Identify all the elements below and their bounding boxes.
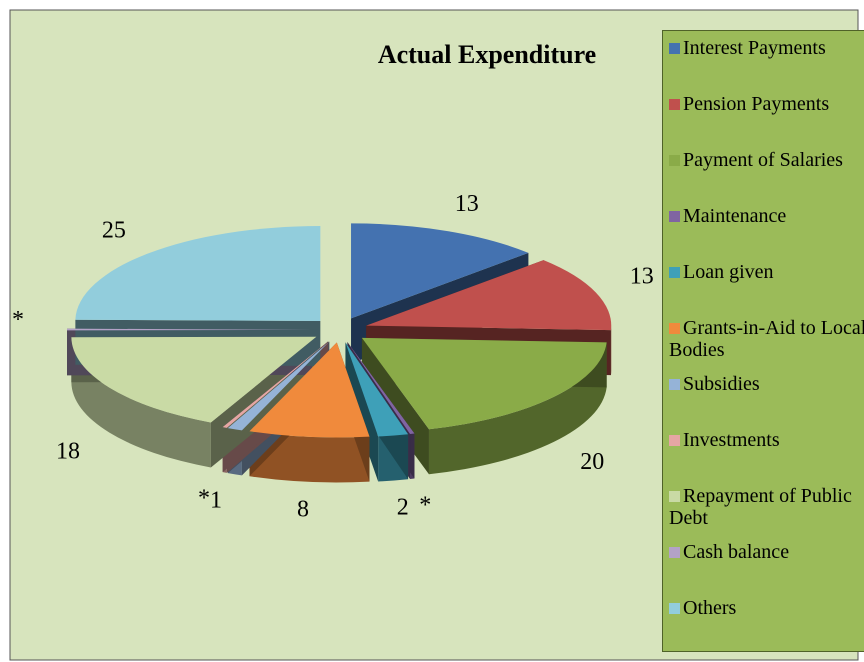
legend-item: Grants-in-Aid to Local Bodies xyxy=(669,317,864,361)
legend-swatch xyxy=(669,267,680,278)
legend-item: Payment of Salaries xyxy=(669,149,864,171)
legend: Interest Payments Pension Payments Payment… xyxy=(662,30,864,652)
slice xyxy=(345,342,409,437)
legend-label: Subsidies xyxy=(683,373,760,395)
slice-side xyxy=(428,342,607,475)
slice-side xyxy=(71,337,211,468)
data-label: * xyxy=(198,485,210,511)
legend-item: Others xyxy=(669,597,864,619)
chart-title: Actual Expenditure xyxy=(378,40,596,69)
slice xyxy=(75,226,321,322)
slice xyxy=(71,336,317,423)
legend-swatch xyxy=(669,99,680,110)
slice xyxy=(361,337,607,430)
data-label: 25 xyxy=(102,217,126,243)
data-label: 18 xyxy=(56,438,80,464)
legend-label: Maintenance xyxy=(683,205,787,227)
data-label: 20 xyxy=(580,449,604,475)
data-label: 2 xyxy=(397,495,409,521)
legend-label: Pension Payments xyxy=(683,93,830,115)
tops xyxy=(67,223,612,438)
legend-item: Repayment of Public Debt xyxy=(669,485,864,529)
legend-item: Subsidies xyxy=(669,373,864,395)
slice xyxy=(347,342,415,434)
slice xyxy=(351,223,529,319)
legend-swatch xyxy=(669,435,680,446)
slice xyxy=(67,328,313,331)
legend-item: Pension Payments xyxy=(669,93,864,115)
slice-edge xyxy=(345,342,379,482)
slice xyxy=(366,260,612,331)
legend-item: Maintenance xyxy=(669,205,864,227)
legend-swatch xyxy=(669,211,680,222)
slice xyxy=(227,341,330,431)
legend-label: Grants-in-Aid to Local Bodies xyxy=(669,317,864,361)
legend-item: Loan given xyxy=(669,261,864,283)
slice xyxy=(249,342,370,438)
legend-label: Repayment of Public Debt xyxy=(669,485,852,529)
legend-swatch xyxy=(669,155,680,166)
legend-item: Cash balance xyxy=(669,541,864,563)
data-label: * xyxy=(12,307,24,333)
legend-swatch xyxy=(669,491,680,502)
data-label: * xyxy=(419,493,431,519)
legend-label: Cash balance xyxy=(683,541,790,563)
data-label: 13 xyxy=(630,263,654,289)
legend-label: Loan given xyxy=(683,261,774,283)
legend-label: Interest Payments xyxy=(683,37,826,59)
slice xyxy=(222,341,329,428)
legend-item: Interest Payments xyxy=(669,37,864,59)
legend-label: Investments xyxy=(683,429,780,451)
legend-swatch xyxy=(669,323,680,334)
data-label: 13 xyxy=(455,191,479,217)
legend-swatch xyxy=(669,379,680,390)
legend-label: Payment of Salaries xyxy=(683,149,843,171)
legend-label: Others xyxy=(683,597,737,619)
legend-swatch xyxy=(669,43,680,54)
legend-swatch xyxy=(669,547,680,558)
data-label: 1 xyxy=(210,487,222,513)
data-label: 8 xyxy=(297,496,309,522)
legend-item: Investments xyxy=(669,429,864,451)
legend-swatch xyxy=(669,603,680,614)
